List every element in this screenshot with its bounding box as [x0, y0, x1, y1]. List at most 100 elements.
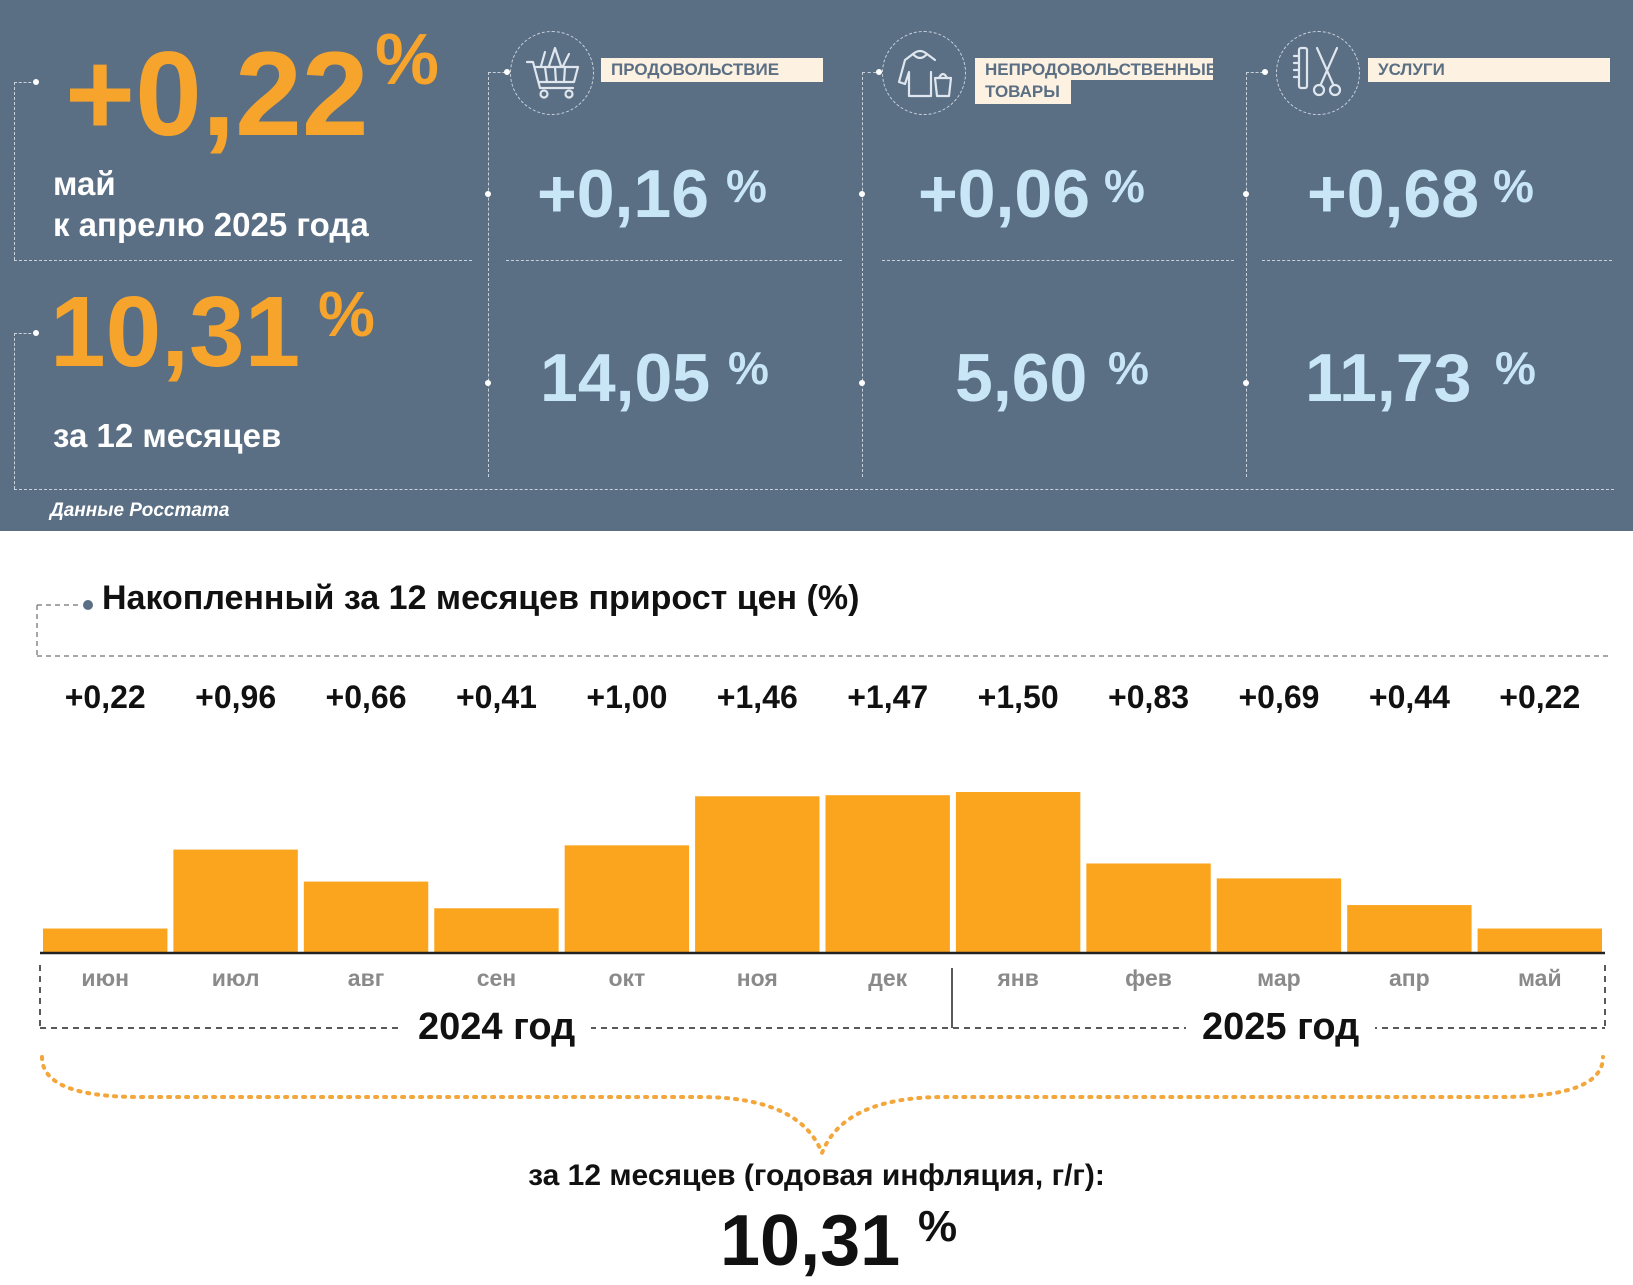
divider-line	[488, 72, 489, 477]
bullet-dot	[33, 330, 39, 336]
month-label-фев: фев	[1125, 965, 1172, 991]
bullet-dot	[1243, 191, 1249, 197]
value-label-фев: +0,83	[1108, 679, 1189, 715]
value-label-июл: +0,96	[195, 679, 276, 715]
divider-line	[14, 333, 36, 334]
divider-line	[1246, 72, 1268, 73]
month-label-мар: мар	[1257, 965, 1301, 991]
annual-inflation-caption: за 12 месяцев (годовая инфляция, г/г):	[528, 1159, 1105, 1192]
bar-авг	[303, 881, 429, 952]
divider-line	[14, 333, 15, 489]
services-annual-value: 11,73	[1305, 340, 1472, 416]
divider-line	[1262, 260, 1612, 261]
divider-line	[506, 260, 842, 261]
chart-title: Накопленный за 12 месяцев прирост цен (%…	[102, 579, 860, 617]
data-source-note: Данные Росстата	[50, 500, 230, 521]
value-label-ноя: +1,46	[717, 679, 798, 715]
divider-line	[14, 260, 472, 261]
value-label-июн: +0,22	[65, 679, 146, 715]
bar-chart: +0,22 +0,96 +0,66 +0,41 +1,00 +1,46 +1,47 +1,50…	[40, 679, 1605, 955]
food-annual-value: 14,05	[540, 340, 711, 416]
month-label-ноя: ноя	[737, 965, 778, 991]
nonfood-monthly-value: +0,06	[918, 156, 1091, 232]
nonfood-monthly-unit: %	[1104, 160, 1145, 212]
divider-line	[14, 82, 15, 260]
bullet-dot	[859, 191, 865, 197]
value-label-сен: +0,41	[456, 679, 537, 715]
value-label-апр: +0,44	[1369, 679, 1450, 715]
year-label-2024: 2024 год	[402, 1008, 592, 1046]
bullet-dot	[1262, 69, 1268, 75]
month-label-окт: окт	[608, 965, 645, 991]
year-label-2025: 2025 год	[1186, 1008, 1376, 1046]
monthly-period-line1: май	[53, 165, 116, 202]
month-label-май: май	[1518, 965, 1562, 991]
value-label-авг: +0,66	[326, 679, 407, 715]
divider-line	[14, 489, 1614, 490]
month-label-сен: сен	[477, 965, 516, 991]
services-monthly-value: +0,68	[1307, 156, 1480, 232]
bullet-dot	[33, 79, 39, 85]
food-monthly-value: +0,16	[537, 156, 710, 232]
bar-ноя	[695, 796, 820, 952]
value-label-май: +0,22	[1499, 679, 1580, 715]
bar-май	[1477, 928, 1602, 952]
chart-title-connector	[36, 600, 1610, 657]
bullet-dot	[485, 191, 491, 197]
bullet-dot	[485, 380, 491, 386]
divider-line	[862, 72, 863, 477]
month-label-дек: дек	[868, 965, 907, 991]
category-label-food: ПРОДОВОЛЬСТВИЕ	[601, 58, 823, 82]
bar-фев	[1086, 863, 1211, 952]
annual-inflation-total-unit: %	[918, 1202, 958, 1251]
category-label-services: УСЛУГИ	[1368, 58, 1610, 82]
value-label-дек: +1,47	[847, 679, 928, 715]
monthly-period-line2: к апрелю 2025 года	[53, 206, 369, 244]
bar-сен	[434, 908, 559, 952]
x-axis-month-labels: июн июл авг сен окт ноя дек янв фев мар апр май	[81, 965, 1562, 991]
nonfood-annual-unit: %	[1108, 342, 1149, 394]
category-label-nonfood: НЕПРОДОВОЛЬСТВЕННЫЕ	[975, 58, 1218, 80]
bullet-dot	[859, 380, 865, 386]
annual-inflation-unit: %	[318, 278, 375, 350]
bar-июн	[43, 928, 168, 952]
divider-line	[14, 82, 36, 83]
monthly-inflation-unit: %	[375, 20, 440, 100]
category-label-nonfood-line1: НЕПРОДОВОЛЬСТВЕННЫЕ	[985, 60, 1218, 79]
divider-line	[862, 72, 882, 73]
annual-inflation-total: 10,31	[720, 1201, 901, 1281]
bar-янв	[955, 792, 1081, 952]
bar-апр	[1347, 905, 1472, 952]
nonfood-annual-value: 5,60	[955, 340, 1088, 416]
value-label-янв: +1,50	[978, 679, 1059, 715]
month-label-июл: июл	[212, 965, 260, 991]
bar-мар	[1216, 878, 1342, 952]
year-brackets	[39, 965, 1606, 1155]
value-label-окт: +1,00	[586, 679, 667, 715]
services-monthly-unit: %	[1493, 160, 1534, 212]
divider-line	[882, 260, 1234, 261]
food-annual-unit: %	[728, 342, 769, 394]
month-label-авг: авг	[348, 965, 385, 991]
divider-line	[1246, 72, 1247, 477]
food-monthly-unit: %	[726, 160, 767, 212]
bar-окт	[564, 845, 690, 952]
monthly-inflation-value: +0,22	[65, 27, 369, 161]
scissors-comb-icon	[1276, 31, 1360, 115]
category-label-nonfood-line2: ТОВАРЫ	[975, 80, 1071, 104]
bullet-dot	[504, 69, 510, 75]
bar-июл	[173, 849, 298, 952]
clothing-icon	[882, 31, 966, 115]
value-label-мар: +0,69	[1238, 679, 1319, 715]
divider-line	[488, 72, 510, 73]
bar-дек	[825, 795, 950, 952]
bullet-dot	[876, 69, 882, 75]
month-label-апр: апр	[1389, 965, 1430, 991]
summary-panel: +0,22 % май к апрелю 2025 года 10,31 % з…	[0, 0, 1633, 531]
shopping-cart-icon	[510, 31, 594, 115]
bullet-dot	[1243, 380, 1249, 386]
annual-period-label: за 12 месяцев	[53, 417, 282, 454]
month-label-июн: июн	[81, 965, 129, 991]
month-label-янв: янв	[996, 965, 1038, 991]
monthly-period-label: май к апрелю 2025 года	[53, 163, 369, 246]
